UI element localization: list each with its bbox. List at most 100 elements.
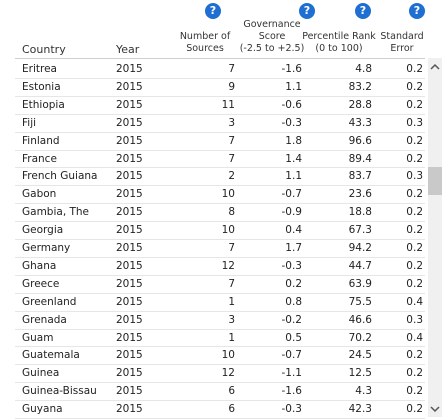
row-divider — [15, 185, 425, 187]
column-header: Number of — [179, 31, 231, 42]
value-cell: 2015 — [116, 403, 143, 416]
value-cell: 0.2 — [406, 98, 423, 111]
value-cell: 0.2 — [406, 188, 423, 201]
country-cell: Guyana — [22, 403, 63, 416]
value-cell: 3 — [228, 116, 235, 129]
row-divider — [15, 274, 425, 276]
help-icon[interactable]: ? — [299, 3, 315, 19]
value-cell: 0.4 — [406, 331, 423, 344]
value-cell: 0.2 — [406, 152, 423, 165]
column-header: Sources — [186, 43, 224, 54]
value-cell: 2015 — [116, 116, 143, 129]
row-divider — [15, 400, 425, 402]
value-cell: 10 — [221, 188, 235, 201]
value-cell: 0.2 — [285, 277, 302, 290]
help-icon[interactable]: ? — [205, 3, 221, 19]
row-divider — [15, 346, 425, 348]
value-cell: 12.5 — [348, 367, 372, 380]
row-divider — [15, 328, 425, 330]
value-cell: 9 — [228, 80, 235, 93]
value-cell: -0.9 — [281, 206, 303, 219]
country-cell: Grenada — [22, 313, 67, 326]
value-cell: 11 — [221, 98, 235, 111]
value-cell: 1 — [228, 295, 235, 308]
country-cell: Germany — [22, 242, 71, 254]
value-cell: 67.3 — [348, 224, 372, 237]
row-divider — [15, 203, 425, 205]
row-divider — [15, 113, 425, 115]
country-cell: Fiji — [22, 116, 37, 129]
value-cell: 2015 — [116, 242, 143, 254]
country-cell: Guatemala — [22, 349, 80, 362]
scroll-down-arrow[interactable] — [428, 402, 442, 416]
value-cell: 94.2 — [348, 242, 372, 254]
value-cell: -0.7 — [281, 349, 303, 362]
value-cell: 2015 — [116, 170, 143, 183]
value-cell: 12 — [221, 259, 235, 272]
value-cell: 7 — [228, 152, 235, 165]
value-cell: 0.3 — [406, 116, 423, 129]
value-cell: 83.7 — [348, 170, 372, 183]
value-cell: 0.2 — [406, 259, 423, 272]
value-cell: 8 — [228, 206, 235, 219]
value-cell: 2015 — [116, 259, 143, 272]
value-cell: 0.2 — [406, 224, 423, 237]
scrollbar-track[interactable] — [428, 58, 442, 417]
row-divider — [15, 221, 425, 223]
value-cell: 1.1 — [285, 170, 302, 183]
value-cell: 1.1 — [285, 80, 302, 93]
value-cell: 0.4 — [285, 224, 302, 237]
column-header: (-2.5 to +2.5) — [239, 43, 305, 54]
value-cell: 4.3 — [355, 385, 372, 398]
value-cell: 2015 — [116, 98, 143, 111]
country-cell: Guam — [22, 331, 54, 344]
value-cell: 10 — [221, 224, 235, 237]
header-divider — [15, 58, 425, 59]
scrollbar-thumb[interactable] — [428, 167, 442, 195]
help-icon[interactable]: ? — [355, 3, 371, 19]
value-cell: -0.3 — [281, 403, 303, 416]
value-cell: 2015 — [116, 206, 143, 219]
country-cell: Gabon — [22, 188, 57, 201]
country-cell: Guinea — [22, 367, 60, 380]
row-divider — [15, 167, 425, 169]
value-cell: 46.6 — [348, 313, 372, 326]
value-cell: 0.2 — [406, 385, 423, 398]
value-cell: 4.8 — [355, 63, 372, 75]
value-cell: -0.3 — [281, 116, 303, 129]
value-cell: 0.2 — [406, 349, 423, 362]
help-icon[interactable]: ? — [409, 3, 425, 19]
value-cell: 89.4 — [348, 152, 372, 165]
value-cell: 0.3 — [406, 313, 423, 326]
value-cell: 43.3 — [348, 116, 372, 129]
value-cell: 3 — [228, 313, 235, 326]
scroll-up-arrow[interactable] — [428, 60, 442, 74]
row-divider — [15, 364, 425, 366]
country-cell: Greece — [22, 277, 60, 290]
column-header: (0 to 100) — [315, 43, 363, 54]
column-header: Standard — [380, 31, 424, 42]
value-cell: -0.2 — [281, 313, 303, 326]
column-header: Error — [390, 43, 414, 54]
value-cell: 0.2 — [406, 134, 423, 147]
value-cell: -1.6 — [281, 385, 303, 398]
value-cell: 42.3 — [348, 403, 372, 416]
value-cell: 0.2 — [406, 206, 423, 219]
value-cell: 2015 — [116, 80, 143, 93]
row-divider — [15, 131, 425, 133]
value-cell: 2015 — [116, 63, 143, 75]
value-cell: -0.3 — [281, 259, 303, 272]
value-cell: -1.6 — [281, 63, 303, 75]
value-cell: 83.2 — [348, 80, 372, 93]
value-cell: 2015 — [116, 367, 143, 380]
value-cell: 2015 — [116, 385, 143, 398]
value-cell: 0.2 — [406, 63, 423, 75]
country-cell: Ghana — [22, 259, 57, 272]
country-cell: Finland — [22, 134, 60, 147]
value-cell: 2015 — [116, 188, 143, 201]
column-header: Percentile Rank — [302, 31, 376, 42]
value-cell: 0.2 — [406, 403, 423, 416]
value-cell: 2015 — [116, 331, 143, 344]
country-cell: Eritrea — [22, 63, 57, 75]
